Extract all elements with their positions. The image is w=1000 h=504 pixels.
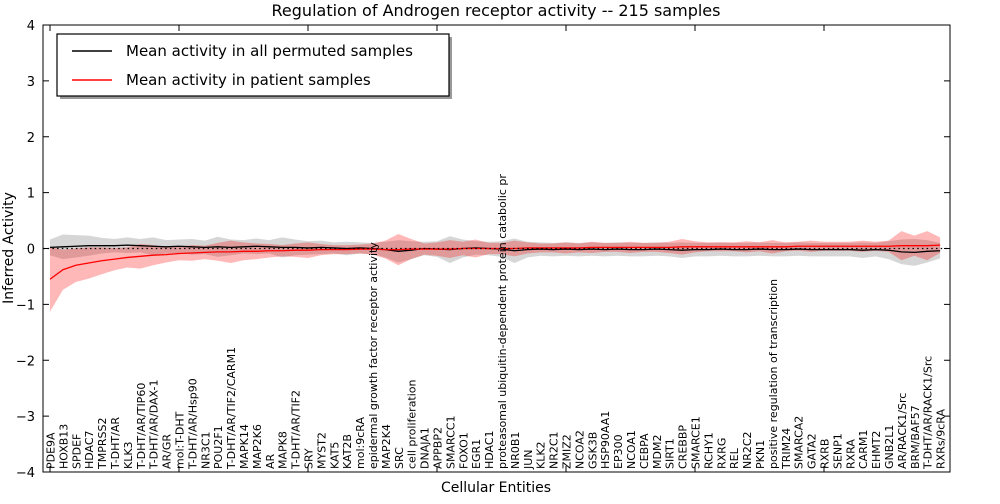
x-tick-label: NR0B1 <box>509 432 522 469</box>
x-tick-label: RXRG <box>715 438 728 469</box>
x-tick-label: AR/RACK1/Src <box>896 393 909 469</box>
x-tick-label: SMARCC1 <box>444 416 457 469</box>
x-tick-label: NR3C1 <box>199 431 212 469</box>
x-tick-label: proteasomal ubiquitin-dependent protein … <box>496 174 509 469</box>
x-tick-label: EHMT2 <box>870 431 883 469</box>
x-tick-label: KLK3 <box>122 441 135 469</box>
x-tick-label: SENP1 <box>831 433 844 469</box>
x-tick-label: BRM/BAF57 <box>909 405 922 469</box>
x-tick-label: MAP2K6 <box>251 424 264 469</box>
x-tick-label: epidermal growth factor receptor activit… <box>367 242 380 469</box>
x-tick-label: AR <box>264 453 277 469</box>
x-tick-label: SRC <box>393 447 406 469</box>
x-tick-label: mol:T-DHT <box>174 411 187 469</box>
x-tick-label: GNB2L1 <box>883 425 896 469</box>
x-tick-label: ZMIZ2 <box>561 434 574 469</box>
x-tick-label: KAT2B <box>341 434 354 469</box>
legend-label-permuted: Mean activity in all permuted samples <box>126 42 413 60</box>
x-tick-label: RXRs/9cRA <box>935 408 948 469</box>
x-tick-label: MAPK8 <box>277 431 290 469</box>
x-tick-label: T-DHT/AR/RACK1/Src <box>922 356 935 470</box>
x-tick-label: NCOA1 <box>625 430 638 469</box>
x-tick-label: GATA2 <box>806 433 819 469</box>
x-tick-label: HDAC7 <box>83 430 96 469</box>
x-tick-label: RXRB <box>819 439 832 469</box>
x-tick-label: PKN1 <box>754 440 767 469</box>
x-tick-label: SMARCA2 <box>793 416 806 469</box>
permuted-band <box>50 234 941 266</box>
x-tick-label: NCOA2 <box>573 430 586 469</box>
x-tick-label: DNAJA1 <box>419 427 432 469</box>
y-tick-label: 2 <box>27 131 35 146</box>
x-tick-label: EGR1 <box>470 439 483 469</box>
x-tick-label: MAPK14 <box>238 424 251 469</box>
x-tick-label: HDAC1 <box>483 430 496 469</box>
x-tick-label: GSK3B <box>586 432 599 469</box>
x-tick-label: KLK2 <box>535 441 548 469</box>
legend-box <box>56 33 450 97</box>
x-tick-label: KAT5 <box>328 442 341 469</box>
x-tick-label: TMPRSS2 <box>96 418 109 470</box>
x-tick-label: HSP90AA1 <box>599 411 612 469</box>
legend: Mean activity in all permuted samples Me… <box>56 33 452 99</box>
x-axis-label: Cellular Entities <box>441 480 551 496</box>
x-tick-label: MAP2K4 <box>380 424 393 469</box>
x-tick-label: CREBBP <box>677 425 690 469</box>
x-tick-label: NR2C1 <box>548 431 561 469</box>
x-tick-label: PDE9A <box>45 432 58 469</box>
legend-label-patient: Mean activity in patient samples <box>126 71 371 89</box>
y-tick-label: 0 <box>27 243 35 258</box>
y-tick-label: −3 <box>16 410 35 425</box>
x-tick-label: APPBP2 <box>432 427 445 469</box>
x-tick-label: positive regulation of transcription <box>767 279 780 469</box>
x-tick-label: MYST2 <box>315 432 328 469</box>
x-tick-label: CARM1 <box>857 430 870 469</box>
plot-area: −4 −3 −2 −1 0 1 2 3 4 PDE9A HOXB13 SPDEF HDAC7 TMPRSS… <box>16 19 950 481</box>
x-tick-label: POU2F1 <box>212 425 225 469</box>
y-tick-label: 4 <box>27 19 35 34</box>
y-tick-label: −2 <box>16 354 35 369</box>
y-tick-label: −1 <box>16 298 35 313</box>
y-tick-label: −4 <box>16 466 35 481</box>
x-tick-label: SMARCE1 <box>690 416 703 469</box>
x-tick-label: TRIM24 <box>780 428 793 470</box>
x-tick-label: T-DHT/AR/TIF2 <box>290 390 303 470</box>
x-tick-label: T-DHT/AR/Hsp90 <box>186 378 199 470</box>
x-tick-label: T-DHT/AR/TIF2/CARM1 <box>225 347 238 470</box>
x-tick-label: MDM2 <box>651 435 664 469</box>
x-tick-label: EP300 <box>612 434 625 469</box>
x-tick-label: REL <box>728 447 741 469</box>
x-tick-label: RCHY1 <box>702 432 715 469</box>
x-tick-label: CEBPA <box>638 433 651 469</box>
x-tick-label: SPDEF <box>70 434 83 469</box>
x-tick-label: SRY <box>303 448 316 469</box>
x-tick-label: RXRA <box>844 439 857 469</box>
x-tick-label: cell proliferation <box>406 379 419 469</box>
y-tick-label: 3 <box>27 75 35 90</box>
x-tick-label: SIRT1 <box>664 438 677 469</box>
y-tick-label: 1 <box>27 187 35 202</box>
x-tick-label: HOXB13 <box>57 424 70 469</box>
axes-frame <box>42 24 951 473</box>
x-tick-label: JUN <box>522 449 535 470</box>
x-tick-label: T-DHT/AR <box>109 417 122 470</box>
x-tick-label: T-DHT/AR/DAX-1 <box>148 380 161 470</box>
y-axis-label: Inferred Activity <box>1 192 17 304</box>
x-tick-label: NR2C2 <box>741 431 754 469</box>
x-tick-label: T-DHT/AR/TIP60 <box>135 383 148 470</box>
x-tick-label: AR/GR <box>161 434 174 469</box>
x-tick-label: FOXO1 <box>457 432 470 469</box>
x-tick-label: mol:9cRA <box>354 417 367 469</box>
chart-title: Regulation of Androgen receptor activity… <box>272 1 721 20</box>
